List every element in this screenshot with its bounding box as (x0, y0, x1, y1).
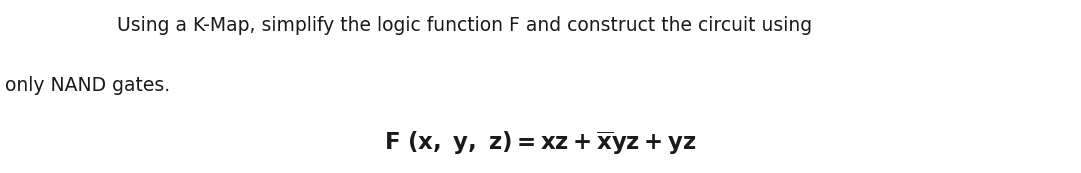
Text: Using a K-Map, simplify the logic function F and construct the circuit using: Using a K-Map, simplify the logic functi… (117, 16, 812, 35)
Text: $\mathbf{F\ (x,\ y,\ z) = xz + \overline{x}yz + yz}$: $\mathbf{F\ (x,\ y,\ z) = xz + \overline… (384, 130, 697, 157)
Text: only NAND gates.: only NAND gates. (5, 76, 171, 95)
